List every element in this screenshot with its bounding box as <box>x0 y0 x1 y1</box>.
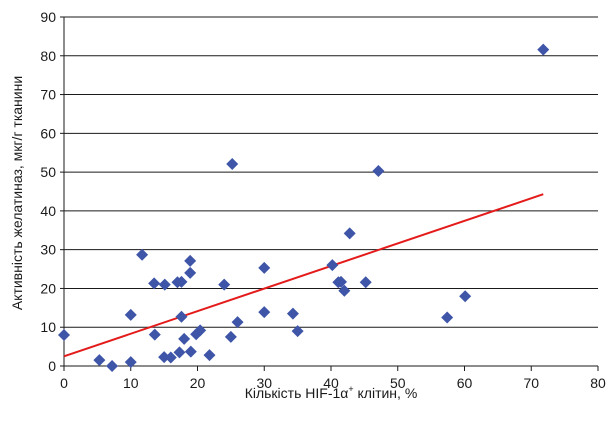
axes <box>60 16 599 371</box>
data-point <box>224 330 237 343</box>
x-axis-title-superscript: + <box>348 384 353 394</box>
data-point <box>258 306 271 319</box>
data-point <box>326 259 339 272</box>
data-point <box>335 275 348 288</box>
data-point <box>164 351 177 364</box>
data-point <box>338 284 351 297</box>
data-point <box>459 290 472 303</box>
x-axis-title-main: Кількість HIF-1α <box>245 385 349 401</box>
data-point <box>136 248 149 261</box>
x-tick-label: 50 <box>390 375 406 391</box>
y-tick-label: 60 <box>40 125 56 141</box>
data-point <box>218 278 231 291</box>
data-point <box>203 349 216 362</box>
data-point <box>173 346 186 359</box>
y-tick-label: 90 <box>40 9 56 25</box>
data-point <box>124 308 137 321</box>
data-point <box>343 227 356 240</box>
data-point <box>175 310 188 323</box>
data-point <box>178 332 191 345</box>
data-point <box>441 311 454 324</box>
x-tick-label: 20 <box>190 375 206 391</box>
data-point <box>93 354 106 367</box>
data-point <box>158 278 171 291</box>
data-point <box>184 266 197 279</box>
data-point <box>148 277 161 290</box>
gridlines <box>64 16 598 328</box>
x-tick-label: 0 <box>60 375 68 391</box>
y-tick-label: 70 <box>40 87 56 103</box>
trendline-group <box>63 193 544 358</box>
x-tick-label: 70 <box>523 375 539 391</box>
data-point <box>58 328 70 341</box>
data-point <box>372 164 385 177</box>
y-tick-label: 80 <box>40 48 56 64</box>
data-point <box>258 261 271 274</box>
x-tick-label: 30 <box>256 375 272 391</box>
y-tick-label: 30 <box>40 242 56 258</box>
data-point <box>537 43 550 56</box>
x-tick-label: 10 <box>123 375 139 391</box>
data-point <box>148 328 161 341</box>
data-point <box>184 254 197 267</box>
y-tick-label: 40 <box>40 203 56 219</box>
y-tick-label: 50 <box>40 164 56 180</box>
y-tick-label: 20 <box>40 280 56 296</box>
y-tick-label: 0 <box>48 358 56 374</box>
data-point <box>286 307 299 320</box>
data-point <box>124 356 137 369</box>
x-axis-title-rest: клітин, % <box>354 385 418 401</box>
x-tick-label: 40 <box>323 375 339 391</box>
x-tick-label: 80 <box>590 375 606 391</box>
y-axis-title: Активність желатиназ, мкг/г тканини <box>9 76 25 310</box>
data-point <box>106 360 119 372</box>
data-point <box>184 345 197 358</box>
data-point <box>359 276 372 289</box>
trendline <box>63 193 544 358</box>
data-point <box>175 275 188 288</box>
data-point <box>226 157 239 170</box>
x-axis-title: Кількість HIF-1α+ клітин, % <box>245 384 418 401</box>
x-tick-label: 60 <box>457 375 473 391</box>
data-points <box>58 43 550 372</box>
data-point <box>158 351 171 364</box>
y-tick-labels: 0 10 20 30 40 50 60 70 80 90 <box>40 9 56 374</box>
x-tick-labels: 0 10 20 30 40 50 60 70 80 <box>60 375 606 391</box>
data-point <box>291 325 304 338</box>
data-point <box>194 324 207 337</box>
y-tick-label: 10 <box>40 319 56 335</box>
data-point <box>231 316 244 329</box>
